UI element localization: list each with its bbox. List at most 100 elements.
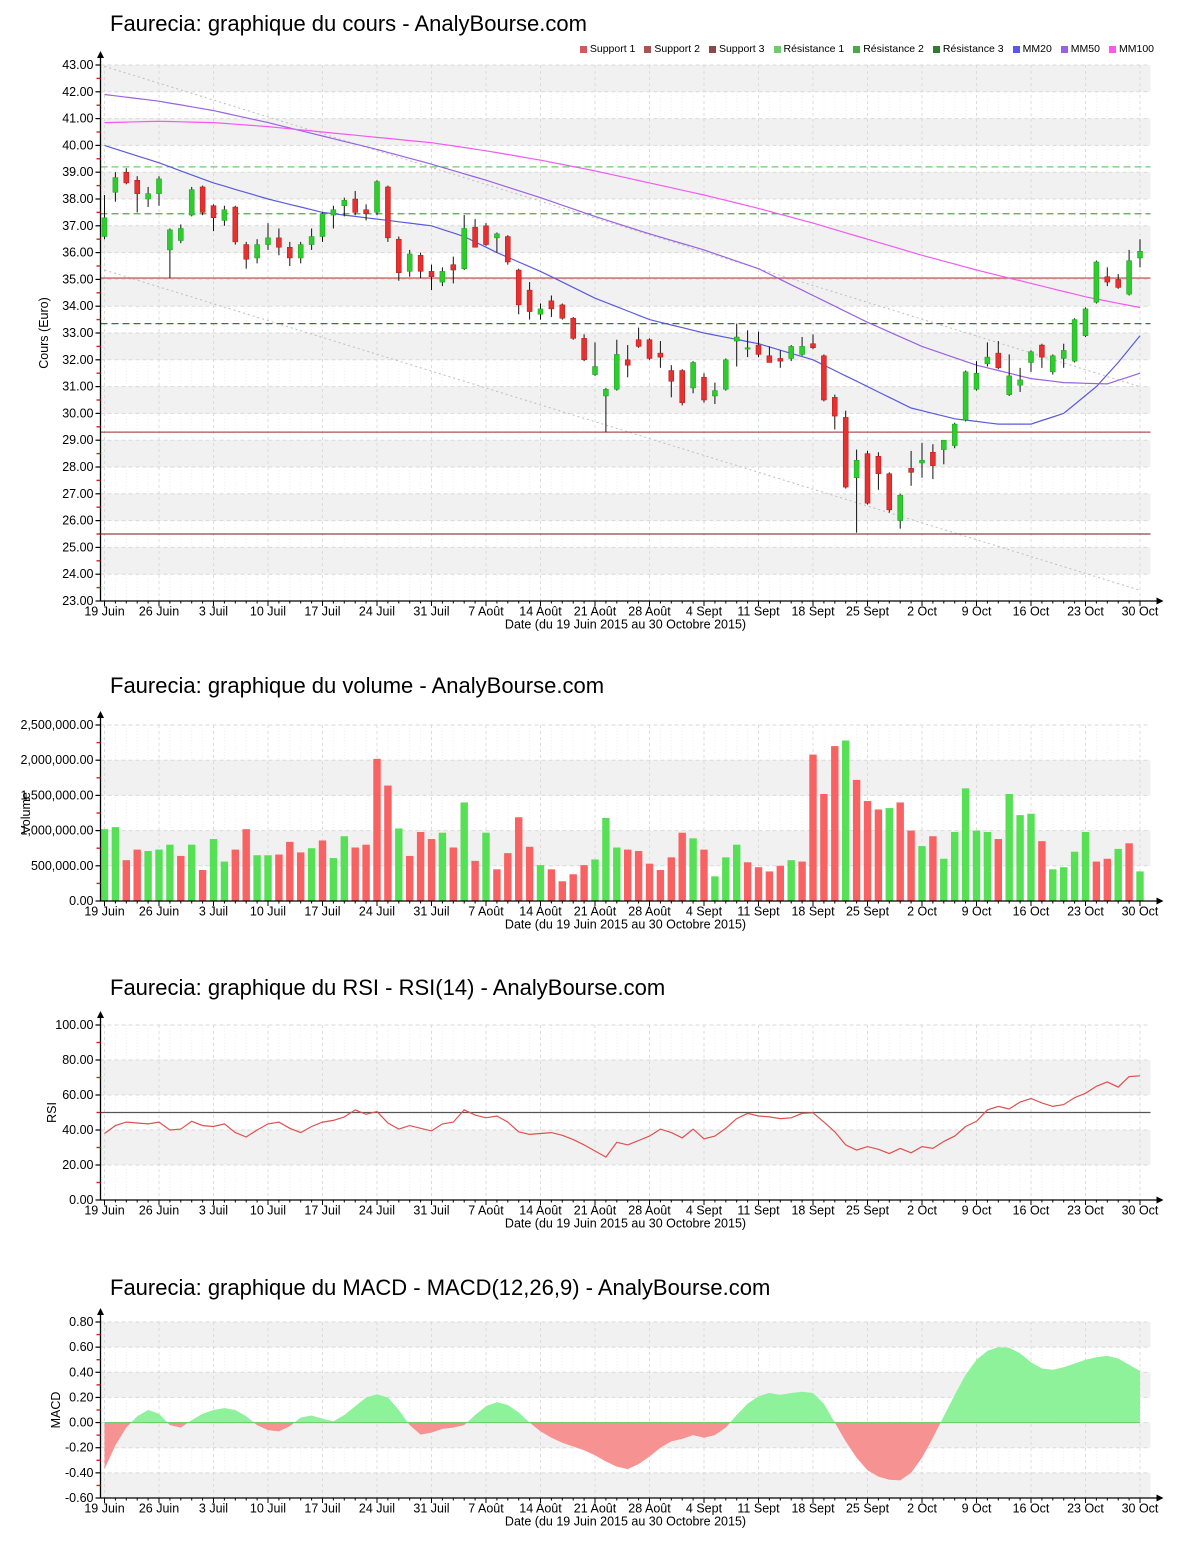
svg-text:60.00: 60.00: [62, 1088, 93, 1102]
svg-text:30 Oct: 30 Oct: [1122, 605, 1159, 619]
svg-text:MACD: MACD: [49, 1392, 63, 1429]
price-chart-title: Faurecia: graphique du cours - AnalyBour…: [110, 11, 587, 36]
volume-series: [100, 740, 1144, 901]
svg-text:30 Oct: 30 Oct: [1122, 1204, 1159, 1218]
svg-text:21 Août: 21 Août: [574, 605, 617, 619]
svg-text:31 Juil: 31 Juil: [413, 1502, 449, 1516]
legend-item: Support 2: [644, 43, 700, 55]
svg-text:26 Juin: 26 Juin: [139, 605, 179, 619]
volume-chart-title: Faurecia: graphique du volume - AnalyBou…: [110, 673, 605, 698]
volume-axes: 0.00 500,000.00 1,000,000.00 1,500,000.00 2,…: [19, 711, 1164, 932]
price-chart-legend: Support 1 Support 2 Support 3 Résistance 1 R…: [579, 43, 1154, 55]
svg-text:14 Août: 14 Août: [519, 1502, 562, 1516]
svg-text:32.00: 32.00: [62, 353, 93, 367]
svg-text:1,000,000.00: 1,000,000.00: [21, 824, 94, 838]
rsi-chart-title: Faurecia: graphique du RSI - RSI(14) - A…: [110, 975, 666, 1000]
svg-text:Date (du 19 Juin 2015 au 30 Oc: Date (du 19 Juin 2015 au 30 Octobre 2015…: [505, 618, 746, 632]
svg-text:2 Oct: 2 Oct: [907, 1204, 937, 1218]
legend-label: MM100: [1118, 43, 1154, 55]
legend-item: Support 3: [708, 43, 765, 55]
volume-chart-canvas: 0.00 500,000.00 1,000,000.00 1,500,000.00 2,…: [19, 711, 1164, 932]
svg-text:28 Août: 28 Août: [628, 605, 671, 619]
svg-text:7 Août: 7 Août: [468, 1204, 504, 1218]
svg-text:24 Juil: 24 Juil: [359, 1502, 395, 1516]
svg-text:37.00: 37.00: [62, 219, 93, 233]
svg-text:26 Juin: 26 Juin: [139, 1502, 179, 1516]
svg-text:3 Juil: 3 Juil: [199, 1204, 228, 1218]
svg-text:42.00: 42.00: [62, 85, 93, 99]
price-chart-canvas: 23.00 24.00 25.00 26.00 27.00 28.00 29.00 30.00…: [37, 51, 1164, 632]
svg-text:24 Juil: 24 Juil: [359, 1204, 395, 1218]
svg-text:10 Juil: 10 Juil: [250, 1502, 286, 1516]
svg-text:18 Sept: 18 Sept: [791, 1204, 835, 1218]
legend-swatch: [773, 45, 781, 53]
svg-text:9 Oct: 9 Oct: [962, 1502, 992, 1516]
svg-text:28.00: 28.00: [62, 460, 93, 474]
svg-text:Cours (Euro): Cours (Euro): [37, 297, 51, 369]
svg-text:25 Sept: 25 Sept: [846, 905, 890, 919]
svg-text:14 Août: 14 Août: [519, 1204, 562, 1218]
svg-text:19 Juin: 19 Juin: [84, 1502, 124, 1516]
svg-text:20.00: 20.00: [62, 1158, 93, 1172]
svg-text:0.60: 0.60: [69, 1340, 93, 1354]
legend-item: MM50: [1060, 43, 1100, 55]
svg-text:26 Juin: 26 Juin: [139, 905, 179, 919]
svg-text:31.00: 31.00: [62, 380, 93, 394]
svg-text:11 Sept: 11 Sept: [737, 1502, 780, 1516]
svg-text:11 Sept: 11 Sept: [737, 1204, 780, 1218]
svg-text:28 Août: 28 Août: [628, 1204, 671, 1218]
svg-text:25.00: 25.00: [62, 540, 93, 554]
svg-text:3 Juil: 3 Juil: [199, 605, 228, 619]
svg-text:2 Oct: 2 Oct: [907, 605, 937, 619]
svg-text:35.00: 35.00: [62, 272, 93, 286]
svg-text:-0.40: -0.40: [65, 1466, 94, 1480]
svg-text:19 Juin: 19 Juin: [84, 905, 124, 919]
svg-text:14 Août: 14 Août: [519, 905, 562, 919]
svg-text:23 Oct: 23 Oct: [1067, 1502, 1104, 1516]
svg-text:10 Juil: 10 Juil: [250, 605, 286, 619]
svg-text:41.00: 41.00: [62, 112, 93, 126]
svg-text:43.00: 43.00: [62, 58, 93, 72]
legend-swatch: [932, 45, 940, 53]
svg-text:16 Oct: 16 Oct: [1013, 605, 1050, 619]
svg-text:24 Juil: 24 Juil: [359, 605, 395, 619]
svg-text:17 Juil: 17 Juil: [304, 1204, 340, 1218]
legend-swatch: [1060, 45, 1068, 53]
svg-text:9 Oct: 9 Oct: [962, 1204, 992, 1218]
svg-text:9 Oct: 9 Oct: [962, 605, 992, 619]
svg-text:2 Oct: 2 Oct: [907, 905, 937, 919]
svg-text:4 Sept: 4 Sept: [686, 1502, 723, 1516]
svg-text:24.00: 24.00: [62, 567, 93, 581]
svg-text:19 Juin: 19 Juin: [84, 1204, 124, 1218]
svg-text:7 Août: 7 Août: [468, 1502, 504, 1516]
legend-swatch: [644, 45, 652, 53]
svg-text:17 Juil: 17 Juil: [304, 605, 340, 619]
svg-text:Date (du 19 Juin 2015 au 30 Oc: Date (du 19 Juin 2015 au 30 Octobre 2015…: [505, 1217, 746, 1231]
svg-text:25 Sept: 25 Sept: [846, 605, 890, 619]
svg-text:-0.60: -0.60: [65, 1491, 94, 1505]
macd-series: [104, 1347, 1140, 1481]
legend-swatch: [1012, 45, 1020, 53]
svg-text:30.00: 30.00: [62, 406, 93, 420]
svg-text:21 Août: 21 Août: [574, 905, 617, 919]
svg-text:25 Sept: 25 Sept: [846, 1204, 890, 1218]
svg-text:4 Sept: 4 Sept: [686, 1204, 723, 1218]
svg-text:17 Juil: 17 Juil: [304, 905, 340, 919]
legend-item: Résistance 2: [853, 43, 924, 55]
legend-item: MM20: [1012, 43, 1052, 55]
svg-text:24 Juil: 24 Juil: [359, 905, 395, 919]
svg-text:36.00: 36.00: [62, 246, 93, 260]
legend-item: MM100: [1108, 43, 1154, 55]
svg-text:27.00: 27.00: [62, 487, 93, 501]
svg-text:26.00: 26.00: [62, 514, 93, 528]
legend-item: Résistance 1: [773, 43, 845, 55]
macd-chart-title: Faurecia: graphique du MACD - MACD(12,26…: [110, 1275, 771, 1300]
svg-text:0.20: 0.20: [69, 1390, 93, 1404]
svg-text:40.00: 40.00: [62, 1123, 93, 1137]
svg-text:RSI: RSI: [45, 1102, 59, 1123]
svg-text:25 Sept: 25 Sept: [846, 1502, 890, 1516]
svg-text:16 Oct: 16 Oct: [1013, 1204, 1050, 1218]
legend-label: Résistance 1: [783, 43, 845, 55]
svg-text:14 Août: 14 Août: [519, 605, 562, 619]
